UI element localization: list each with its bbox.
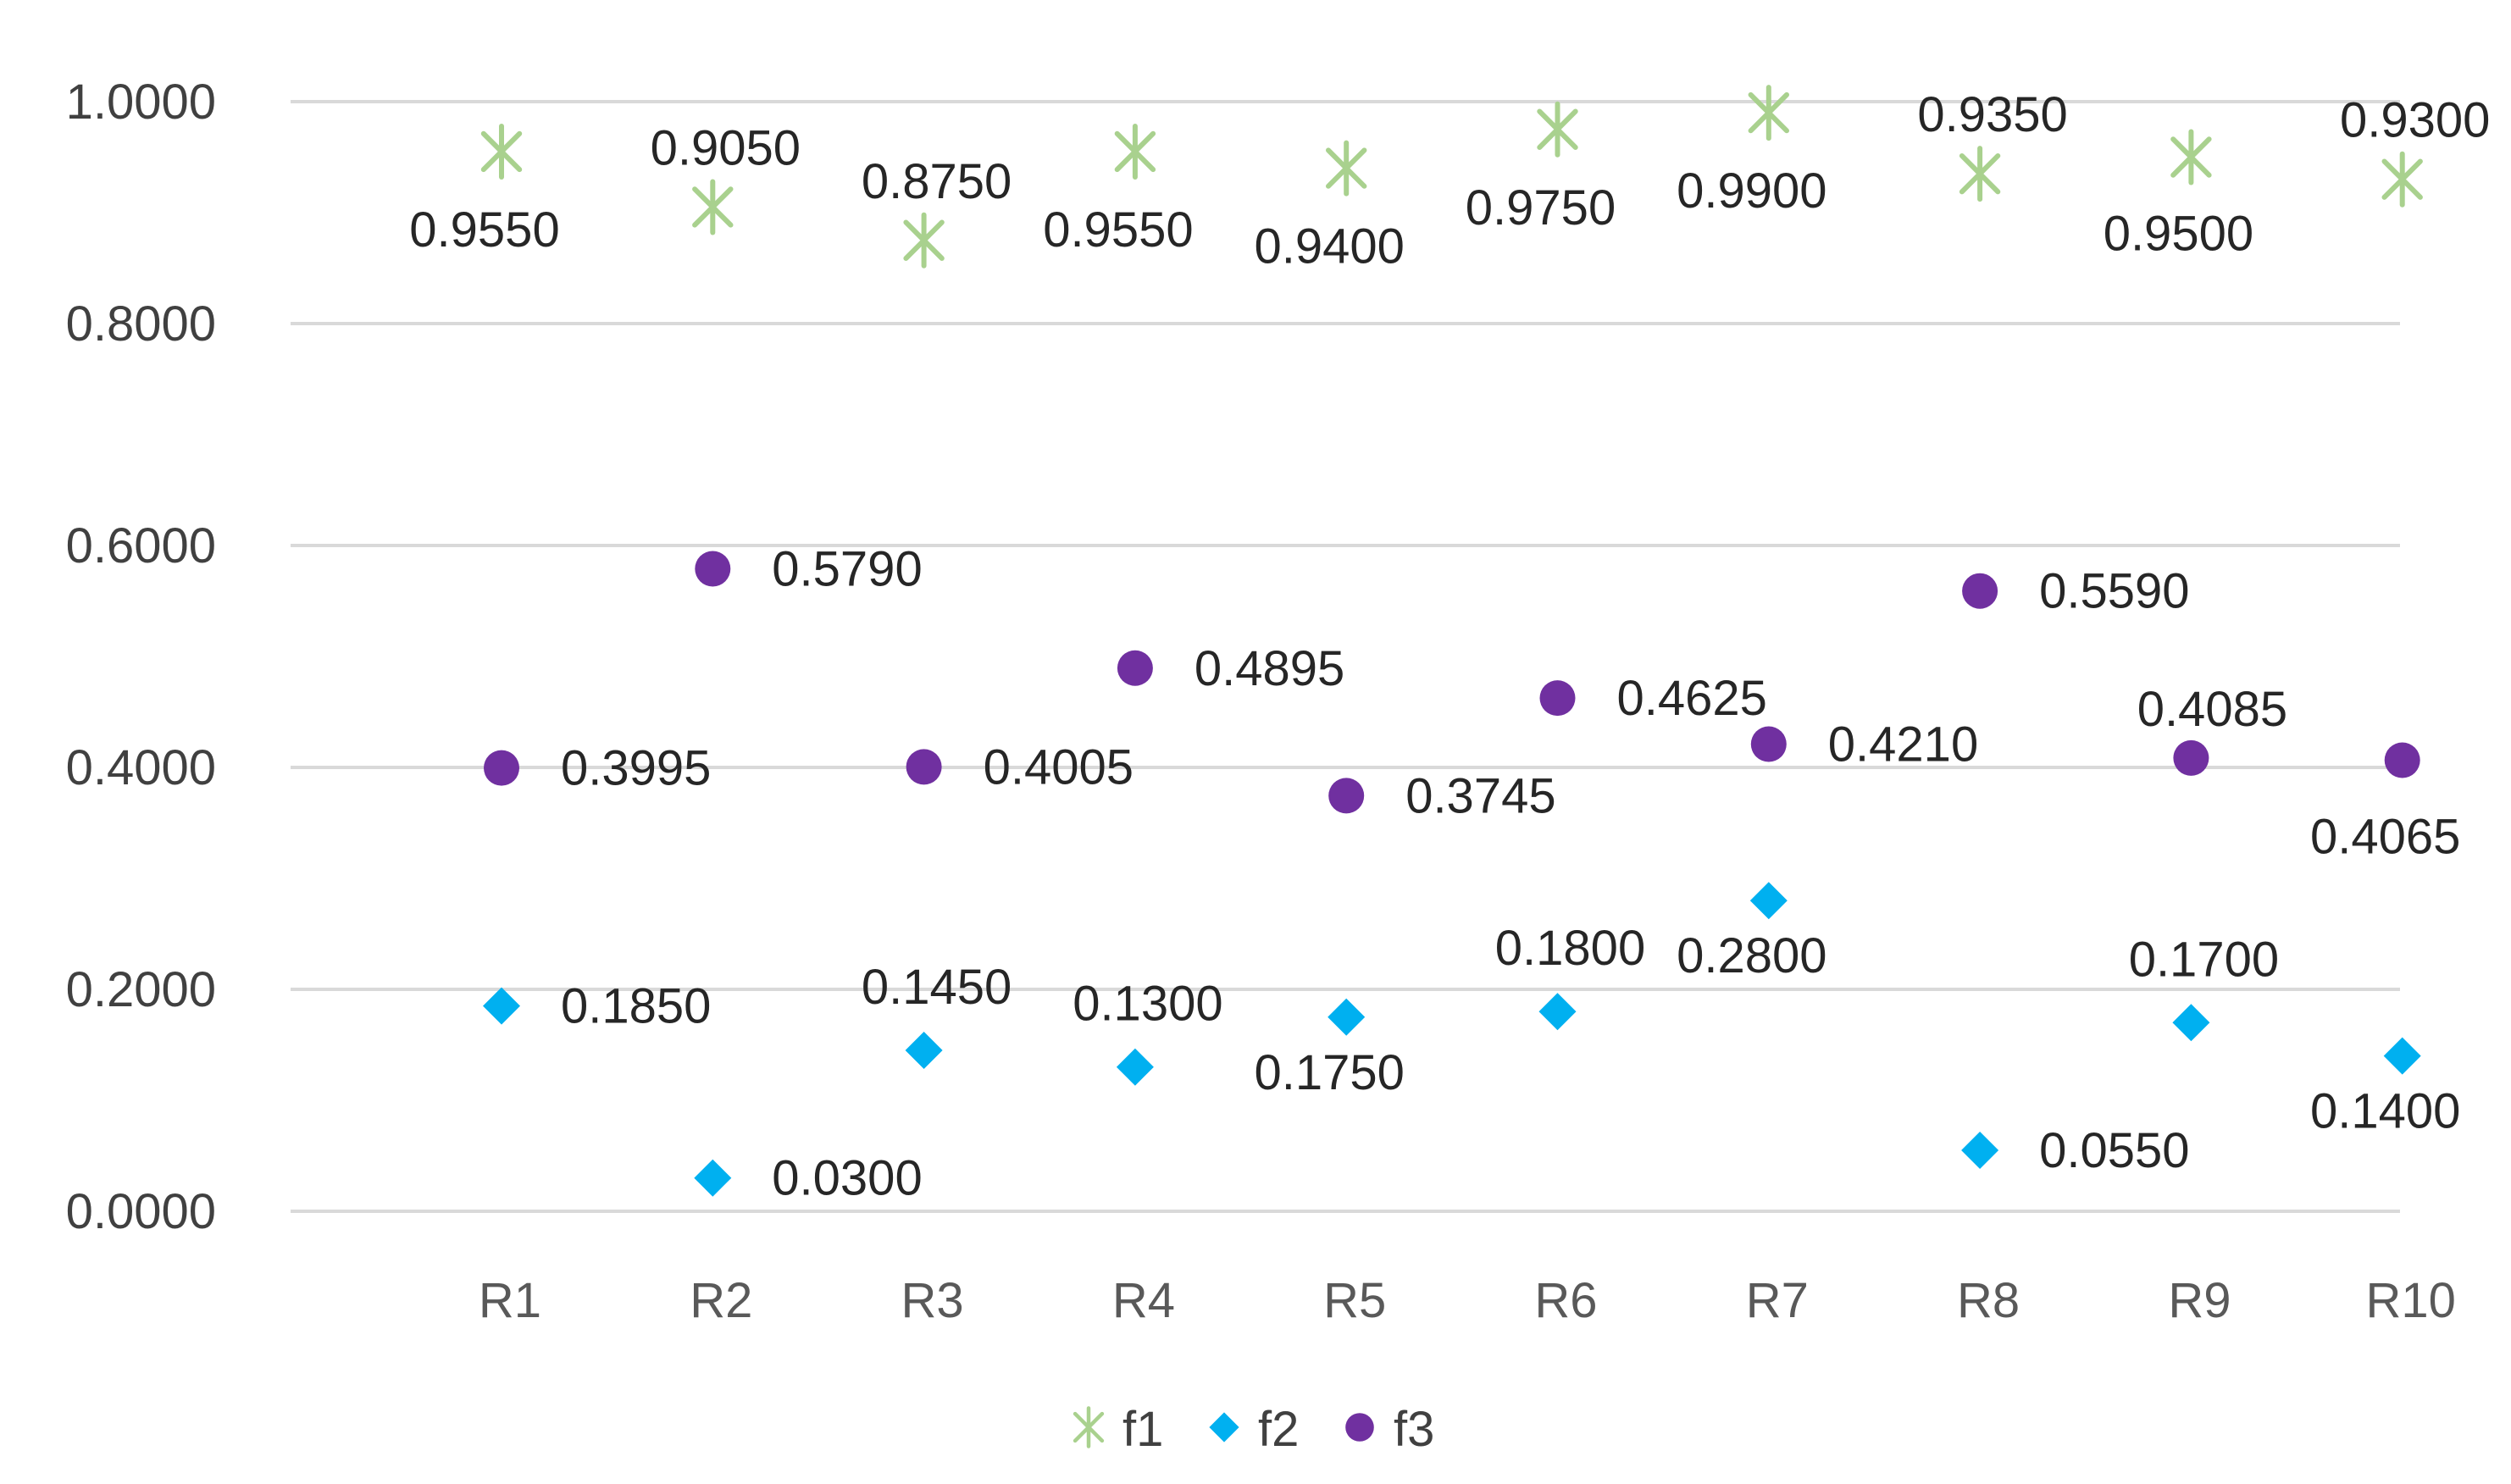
f1-point-r6 (1537, 101, 1578, 158)
f1-point-r4 (1114, 123, 1156, 180)
f3-point-r10 (2384, 742, 2420, 778)
f2-point-r5 (1328, 998, 1366, 1036)
x-tick-label-r7: R7 (1746, 1273, 1809, 1328)
x-tick-label-r5: R5 (1323, 1273, 1386, 1328)
f2-data-label-r2: 0.0300 (772, 1151, 922, 1206)
f1-data-label-r9: 0.9500 (2104, 207, 2253, 262)
f2-point-r4 (1116, 1048, 1154, 1086)
f1-point-r7 (1748, 85, 1790, 141)
x-tick-label-r1: R1 (479, 1273, 541, 1328)
f1-point-r1 (480, 123, 523, 180)
f1-point-r9 (2170, 129, 2212, 186)
f2-point-r1 (483, 987, 520, 1025)
f2-data-label-r5: 0.1750 (1254, 1045, 1404, 1100)
f1-data-label-r8: 0.9350 (1917, 87, 2067, 142)
f2-data-label-r9: 0.1700 (2129, 932, 2279, 987)
y-tick-label: 0.0000 (66, 1184, 216, 1239)
y-tick-label: 0.2000 (66, 962, 216, 1017)
f2-data-label-r7: 0.2800 (1677, 928, 1826, 983)
f3-point-r7 (1750, 726, 1787, 762)
f2-point-r8 (1961, 1131, 1999, 1169)
f3-point-r9 (2173, 739, 2209, 776)
f3-data-label-r9: 0.4085 (2137, 682, 2287, 737)
x-tick-label-r6: R6 (1534, 1273, 1597, 1328)
f1-point-r2 (692, 179, 734, 235)
f2-point-r6 (1538, 993, 1577, 1031)
f3-data-label-r10: 0.4065 (2310, 809, 2460, 864)
f1-data-label-r6: 0.9750 (1466, 180, 1616, 235)
f1-data-label-r2: 0.9050 (651, 120, 801, 175)
f2-data-label-r3: 0.1450 (862, 960, 1012, 1015)
f1-point-r10 (2381, 151, 2423, 208)
f2-data-label-r10: 0.1400 (2310, 1084, 2460, 1139)
f2-data-label-r6: 0.1800 (1495, 921, 1645, 976)
f3-data-label-r6: 0.4625 (1617, 671, 1767, 726)
f1-data-label-r3: 0.8750 (862, 154, 1012, 209)
f1-data-label-r1: 0.9550 (409, 202, 559, 257)
f2-data-label-r4: 0.1300 (1073, 977, 1222, 1032)
y-tick-label: 0.4000 (66, 740, 216, 795)
legend-f3-label: f3 (1394, 1402, 1434, 1457)
f2-point-r3 (905, 1032, 943, 1070)
f3-data-label-r7: 0.4210 (1828, 717, 1978, 772)
legend-f1-label: f1 (1122, 1402, 1163, 1457)
x-tick-label-r9: R9 (2168, 1273, 2231, 1328)
f3-point-r2 (695, 551, 731, 587)
x-tick-label-r8: R8 (1957, 1273, 2020, 1328)
f3-point-r5 (1328, 778, 1365, 814)
f1-point-r5 (1325, 140, 1367, 197)
f3-data-label-r2: 0.5790 (772, 542, 922, 597)
f3-data-label-r4: 0.4895 (1195, 641, 1344, 696)
f3-point-r4 (1117, 650, 1153, 686)
f1-data-label-r10: 0.9300 (2340, 93, 2490, 148)
f2-point-r10 (2383, 1037, 2421, 1075)
f3-point-r6 (1539, 680, 1576, 717)
f2-data-label-r8: 0.0550 (2039, 1123, 2189, 1178)
x-tick-label-r4: R4 (1112, 1273, 1175, 1328)
f3-data-label-r3: 0.4005 (984, 739, 1134, 795)
x-tick-label-r3: R3 (901, 1273, 964, 1328)
x-tick-label-r10: R10 (2365, 1273, 2455, 1328)
legend-f1-marker (1073, 1406, 1105, 1448)
f2-point-r7 (1749, 882, 1788, 920)
legend-f3-marker (1345, 1413, 1374, 1442)
f1-point-r3 (903, 212, 945, 269)
f3-data-label-r8: 0.5590 (2039, 564, 2189, 619)
f3-point-r8 (1962, 573, 1998, 609)
f2-point-r2 (694, 1159, 732, 1197)
y-tick-label: 0.6000 (66, 518, 216, 573)
legend-f2-label: f2 (1258, 1402, 1299, 1457)
f1-data-label-r7: 0.9900 (1677, 163, 1826, 219)
f1-data-label-r4: 0.9550 (1043, 202, 1193, 257)
f1-point-r8 (1959, 146, 2001, 202)
f3-point-r3 (906, 749, 942, 785)
f1-data-label-r5: 0.9400 (1254, 219, 1404, 274)
f3-data-label-r5: 0.3745 (1405, 768, 1555, 823)
y-tick-label: 0.8000 (66, 296, 216, 352)
legend-f2-marker (1209, 1412, 1239, 1442)
f3-data-label-r1: 0.3995 (561, 741, 711, 796)
f2-point-r9 (2172, 1004, 2210, 1042)
f3-point-r1 (484, 750, 519, 786)
f2-data-label-r1: 0.1850 (561, 979, 711, 1034)
y-tick-label: 1.0000 (66, 75, 216, 130)
x-tick-label-r2: R2 (690, 1273, 752, 1328)
